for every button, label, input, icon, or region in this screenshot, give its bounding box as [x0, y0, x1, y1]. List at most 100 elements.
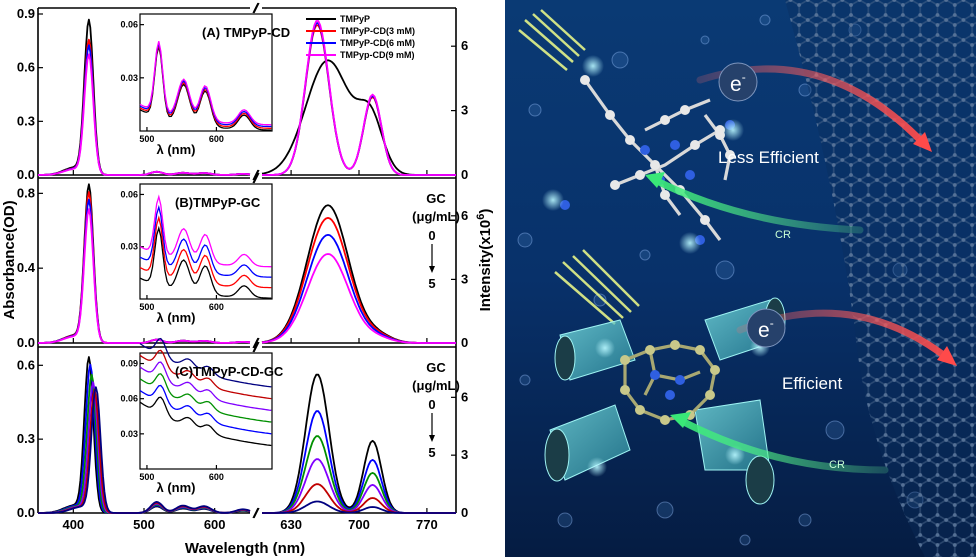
break-mark-a-0-0: [252, 2, 259, 14]
annotation-to: 5: [428, 445, 435, 460]
em-series-A-0: [261, 59, 456, 176]
legend-label-2: TMPyP-CD(6 mM): [340, 38, 415, 48]
porphyrin-cd-complex: [544, 297, 786, 505]
inset-y-tick-label: 0.03: [120, 242, 138, 252]
y-tick-label-right: 6: [461, 38, 468, 53]
less-efficient-label: Less Efficient: [718, 148, 819, 167]
annotation-unit: (μg/mL): [412, 378, 460, 393]
inset-x-label: λ (nm): [157, 310, 196, 325]
charge-recombination-arrowhead-bottom: [670, 412, 691, 428]
y-tick-label-right: 6: [461, 208, 468, 223]
y-axis-label-right-prefix: Intensity(x10: [477, 220, 494, 312]
inset-x-tick-label: 600: [209, 472, 224, 482]
inset-x-tick-label: 600: [209, 302, 224, 312]
em-series-C-5: [262, 500, 456, 514]
inset-y-tick-label: 0.06: [120, 20, 138, 30]
abs-series-C-5: [38, 386, 251, 514]
y-tick-label-right: 6: [461, 389, 468, 404]
em-series-B-3: [261, 253, 456, 344]
cr-label-top: CR: [775, 229, 791, 241]
light-beam-bottom: [554, 249, 640, 325]
x-tick-label: 700: [348, 517, 370, 532]
inset-B: 0.03 0.06 500 600 λ (nm): [120, 183, 273, 325]
inset-series-B-2: [139, 204, 272, 278]
inset-series-C-5: [139, 337, 272, 388]
electron-transfer-arrowhead-top: [913, 132, 932, 152]
inset-series-B-0: [139, 225, 272, 299]
y-tick-label-left: 0.8: [17, 185, 35, 200]
annotation-unit: (μg/mL): [412, 209, 460, 224]
charge-recombination-arrowhead-top: [645, 172, 665, 188]
y-tick-label-left: 0.0: [17, 505, 35, 520]
electron-label-top: e-: [730, 70, 746, 96]
y-axis-label-right-exp: 6: [475, 214, 487, 220]
em-series-A-3: [262, 20, 456, 176]
inset-C: 0.03 0.06 0.09 500 600 λ (nm): [120, 337, 273, 495]
electron-transfer-arrowhead-bottom: [937, 346, 957, 366]
annotation-label: GC: [426, 191, 446, 206]
legend-label-1: TMPyP-CD(3 mM): [340, 26, 415, 36]
y-tick-label-right: 0: [461, 335, 468, 350]
y-tick-label-left: 0.6: [17, 60, 35, 75]
bubble-13: [593, 293, 607, 307]
electron-label-bottom: e-: [758, 316, 774, 342]
y-tick-label-left: 0.6: [17, 357, 35, 372]
inset-x-tick-label: 500: [139, 134, 154, 144]
x-axis-label: Wavelength (nm): [185, 540, 305, 557]
break-mark-b-1-0: [253, 172, 260, 184]
inset-y-tick-label: 0.09: [120, 359, 138, 369]
inset-frame: [139, 352, 273, 470]
legend-label-0: TMPyP: [340, 14, 370, 24]
y-tick-label-left: 0.4: [17, 260, 36, 275]
y-tick-label-left: 0.0: [17, 335, 35, 350]
bubble-4: [517, 232, 533, 248]
annotation-from: 0: [428, 397, 435, 412]
bubble-8: [656, 501, 674, 519]
x-tick-label: 400: [62, 517, 84, 532]
annotation-to: 5: [428, 276, 435, 291]
legend: TMPyP TMPyP-CD(3 mM) TMPyP-CD(6 mM) TMPyp-C…: [306, 14, 415, 60]
panel-title-B: (B)TMPyP-GC: [175, 195, 261, 210]
break-mark-b-1-1: [253, 337, 260, 349]
mechanism-illustration: e- e- Less Efficient Efficient CR CR: [505, 0, 976, 557]
em-series-C-1: [262, 410, 456, 514]
inset-x-label: λ (nm): [157, 480, 196, 495]
break-mark-b-2-0: [253, 341, 260, 353]
annotation-label: GC: [426, 360, 446, 375]
annotation-arrowhead: [429, 266, 435, 273]
y-axis-label-right: Intensity(x106): [475, 209, 494, 312]
inset-y-tick-label: 0.06: [120, 394, 138, 404]
inset-A: 0.03 0.06 500 600 λ (nm): [120, 13, 273, 157]
charge-recombination-arrow-bottom: [676, 416, 889, 474]
y-tick-label-right: 3: [461, 271, 468, 286]
em-series-C-0: [262, 373, 456, 514]
electron-bubble-bottom: [746, 308, 786, 348]
charge-recombination-arrow-top: [651, 176, 864, 234]
y-tick-label-left: 0.9: [17, 6, 35, 21]
panel-B: 0.0 0.4 0.8 0 3 6 0.03 0.06 500 600 λ (nm) (B)TMPyP…: [17, 183, 468, 350]
bubble-5: [715, 260, 735, 280]
y-axis-label-right-suffix: ): [477, 209, 494, 214]
inset-series-C-2: [139, 373, 272, 423]
bubble-2: [759, 14, 771, 26]
y-tick-label-left: 0.3: [17, 113, 35, 128]
legend-label-3: TMPyp-CD(9 mM): [340, 50, 415, 60]
bubble-0: [528, 103, 542, 117]
break-mark-b-2-1: [253, 507, 260, 519]
inset-series-C-1: [139, 384, 272, 435]
bubble-12: [739, 534, 751, 546]
bubble-1: [611, 51, 629, 69]
y-axis-label-left: Absorbance(OD): [1, 200, 18, 319]
bubble-7: [557, 512, 573, 528]
bubble-15: [700, 35, 710, 45]
abs-series-A-3: [38, 53, 251, 176]
graphene-sheet-shade: [785, 0, 976, 557]
inset-x-tick-label: 500: [139, 472, 154, 482]
x-tick-label: 600: [204, 517, 226, 532]
y-tick-label-left: 0.0: [17, 167, 35, 182]
bubble-9: [798, 513, 812, 527]
y-tick-label-right: 3: [461, 447, 468, 462]
inset-series-A-3: [139, 41, 272, 126]
